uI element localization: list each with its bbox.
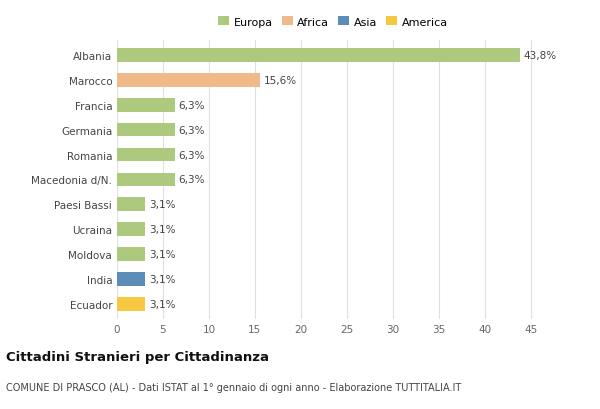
- Text: 3,1%: 3,1%: [149, 274, 176, 284]
- Text: 3,1%: 3,1%: [149, 200, 176, 210]
- Text: COMUNE DI PRASCO (AL) - Dati ISTAT al 1° gennaio di ogni anno - Elaborazione TUT: COMUNE DI PRASCO (AL) - Dati ISTAT al 1°…: [6, 382, 461, 392]
- Bar: [117, 99, 175, 112]
- Text: 6,3%: 6,3%: [179, 175, 205, 185]
- Text: 6,3%: 6,3%: [179, 125, 205, 135]
- Text: Cittadini Stranieri per Cittadinanza: Cittadini Stranieri per Cittadinanza: [6, 350, 269, 363]
- Text: 43,8%: 43,8%: [523, 51, 556, 61]
- Text: 6,3%: 6,3%: [179, 150, 205, 160]
- Text: 3,1%: 3,1%: [149, 299, 176, 309]
- Bar: [117, 74, 260, 88]
- Text: 6,3%: 6,3%: [179, 101, 205, 110]
- Legend: Europa, Africa, Asia, America: Europa, Africa, Asia, America: [216, 15, 450, 30]
- Bar: [117, 272, 145, 286]
- Bar: [117, 198, 145, 211]
- Bar: [117, 49, 520, 63]
- Bar: [117, 223, 145, 236]
- Bar: [117, 173, 175, 187]
- Bar: [117, 297, 145, 311]
- Text: 3,1%: 3,1%: [149, 249, 176, 259]
- Bar: [117, 148, 175, 162]
- Text: 3,1%: 3,1%: [149, 225, 176, 235]
- Text: 15,6%: 15,6%: [264, 76, 297, 85]
- Bar: [117, 247, 145, 261]
- Bar: [117, 124, 175, 137]
